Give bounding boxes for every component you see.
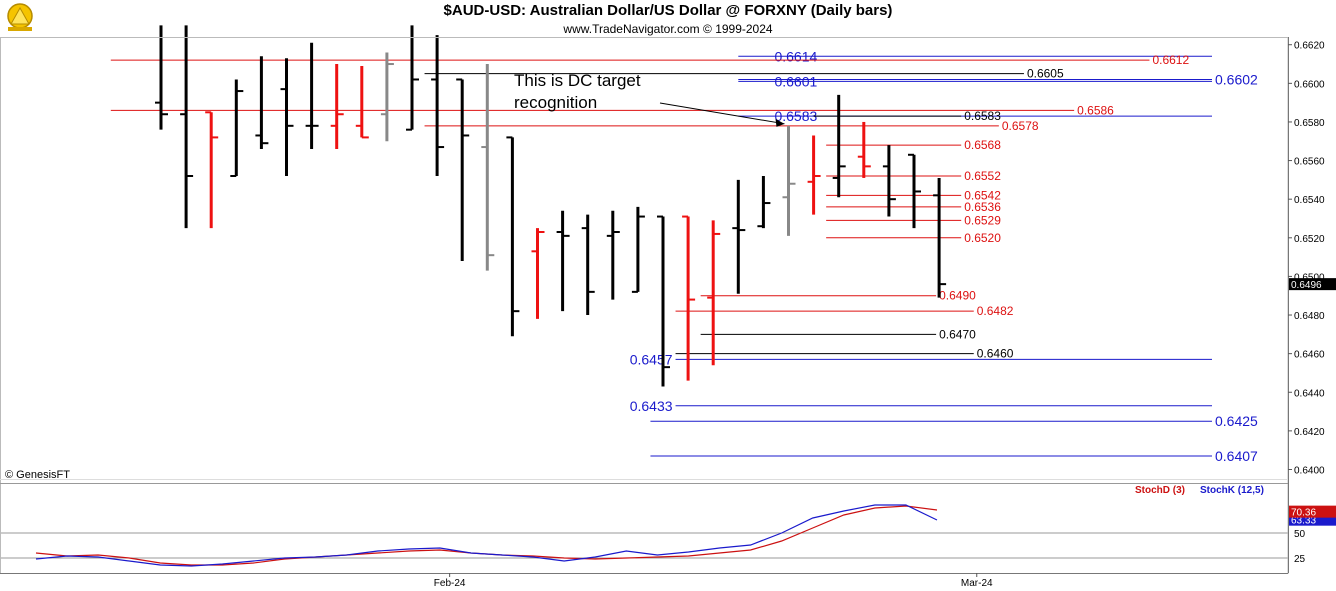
y-tick-label: 0.6400 xyxy=(1294,465,1325,476)
last-price-box xyxy=(1289,278,1336,291)
y-tick-label: 0.6480 xyxy=(1294,311,1325,322)
y-tick-label: 0.6540 xyxy=(1294,195,1325,206)
level-label: 0.6578 xyxy=(1002,119,1039,133)
axes: 0.6620 0.6600 0.6580 0.6560 0.6540 0.6520 0.65… xyxy=(0,37,1336,589)
level-label: 0.6602 xyxy=(1215,71,1258,87)
annotation-text: This is DC target xyxy=(514,71,641,90)
y-tick-label: 0.6460 xyxy=(1294,350,1325,361)
x-tick-label: Feb-24 xyxy=(434,578,466,589)
level-label: 0.6407 xyxy=(1215,448,1258,464)
level-label: 0.6520 xyxy=(964,231,1001,245)
level-label: 0.6605 xyxy=(1027,67,1064,81)
annotation-arrow-head xyxy=(775,118,785,127)
x-tick-label: Mar-24 xyxy=(961,578,993,589)
level-label: 0.6583 xyxy=(964,109,1001,123)
stoch-series-line xyxy=(35,504,938,567)
level-label: 0.6568 xyxy=(964,138,1001,152)
level-label: 0.6482 xyxy=(977,304,1014,318)
stoch-series-line xyxy=(35,505,938,566)
level-label: 0.6612 xyxy=(1152,53,1189,67)
copyright-label: © GenesisFT xyxy=(5,469,70,481)
y-tick-label: 0.6600 xyxy=(1294,79,1325,90)
trade-navigator-logo-icon xyxy=(7,3,33,31)
level-label: 0.6583 xyxy=(774,108,817,124)
level-label: 0.6529 xyxy=(964,213,1001,227)
level-label: 0.6614 xyxy=(774,48,817,64)
level-label: 0.6433 xyxy=(630,398,673,414)
stoch-d-last-box xyxy=(1289,505,1336,518)
level-label: 0.6601 xyxy=(774,73,817,89)
y-tick-label: 0.6560 xyxy=(1294,157,1325,168)
level-label: 0.6542 xyxy=(964,188,1001,202)
level-label: 0.6457 xyxy=(630,351,673,367)
stoch-legend-label: StochD (3) xyxy=(1135,485,1185,496)
y-tick-label: 0.6520 xyxy=(1294,234,1325,245)
price-panel: 0.6614 0.6612 0.6605 0.6601 0.6602 0.6586 0.65… xyxy=(110,25,1258,464)
level-label: 0.6460 xyxy=(977,347,1014,361)
stoch-y-label: 50 xyxy=(1294,529,1306,540)
stoch-k-last-label: 63.33 xyxy=(1291,516,1316,527)
level-label: 0.6425 xyxy=(1215,413,1258,429)
chart-title: $AUD-USD: Australian Dollar/US Dollar @ … xyxy=(443,2,893,19)
stoch-y-label: 25 xyxy=(1294,554,1306,565)
level-label: 0.6470 xyxy=(939,327,976,341)
level-label: 0.6552 xyxy=(964,169,1001,183)
y-tick-label: 0.6440 xyxy=(1294,388,1325,399)
last-price-label: 0.6496 xyxy=(1291,280,1322,291)
stoch-legend-label: StochK (12,5) xyxy=(1200,485,1264,496)
stoch-d-last-label: 70.36 xyxy=(1291,508,1316,519)
y-tick-label: 0.6580 xyxy=(1294,118,1325,129)
y-tick-label: 0.6420 xyxy=(1294,427,1325,438)
level-label: 0.6536 xyxy=(964,200,1001,214)
y-tick-label: 0.6500 xyxy=(1294,272,1325,283)
annotation-arrow-line xyxy=(659,102,785,125)
chart-subtitle: www.TradeNavigator.com © 1999-2024 xyxy=(563,22,773,36)
level-label: 0.6490 xyxy=(939,289,976,303)
y-tick-label: 0.6620 xyxy=(1294,41,1325,52)
plot-frame xyxy=(0,37,1289,574)
annotation-text: recognition xyxy=(514,93,597,112)
level-label: 0.6586 xyxy=(1077,103,1114,117)
